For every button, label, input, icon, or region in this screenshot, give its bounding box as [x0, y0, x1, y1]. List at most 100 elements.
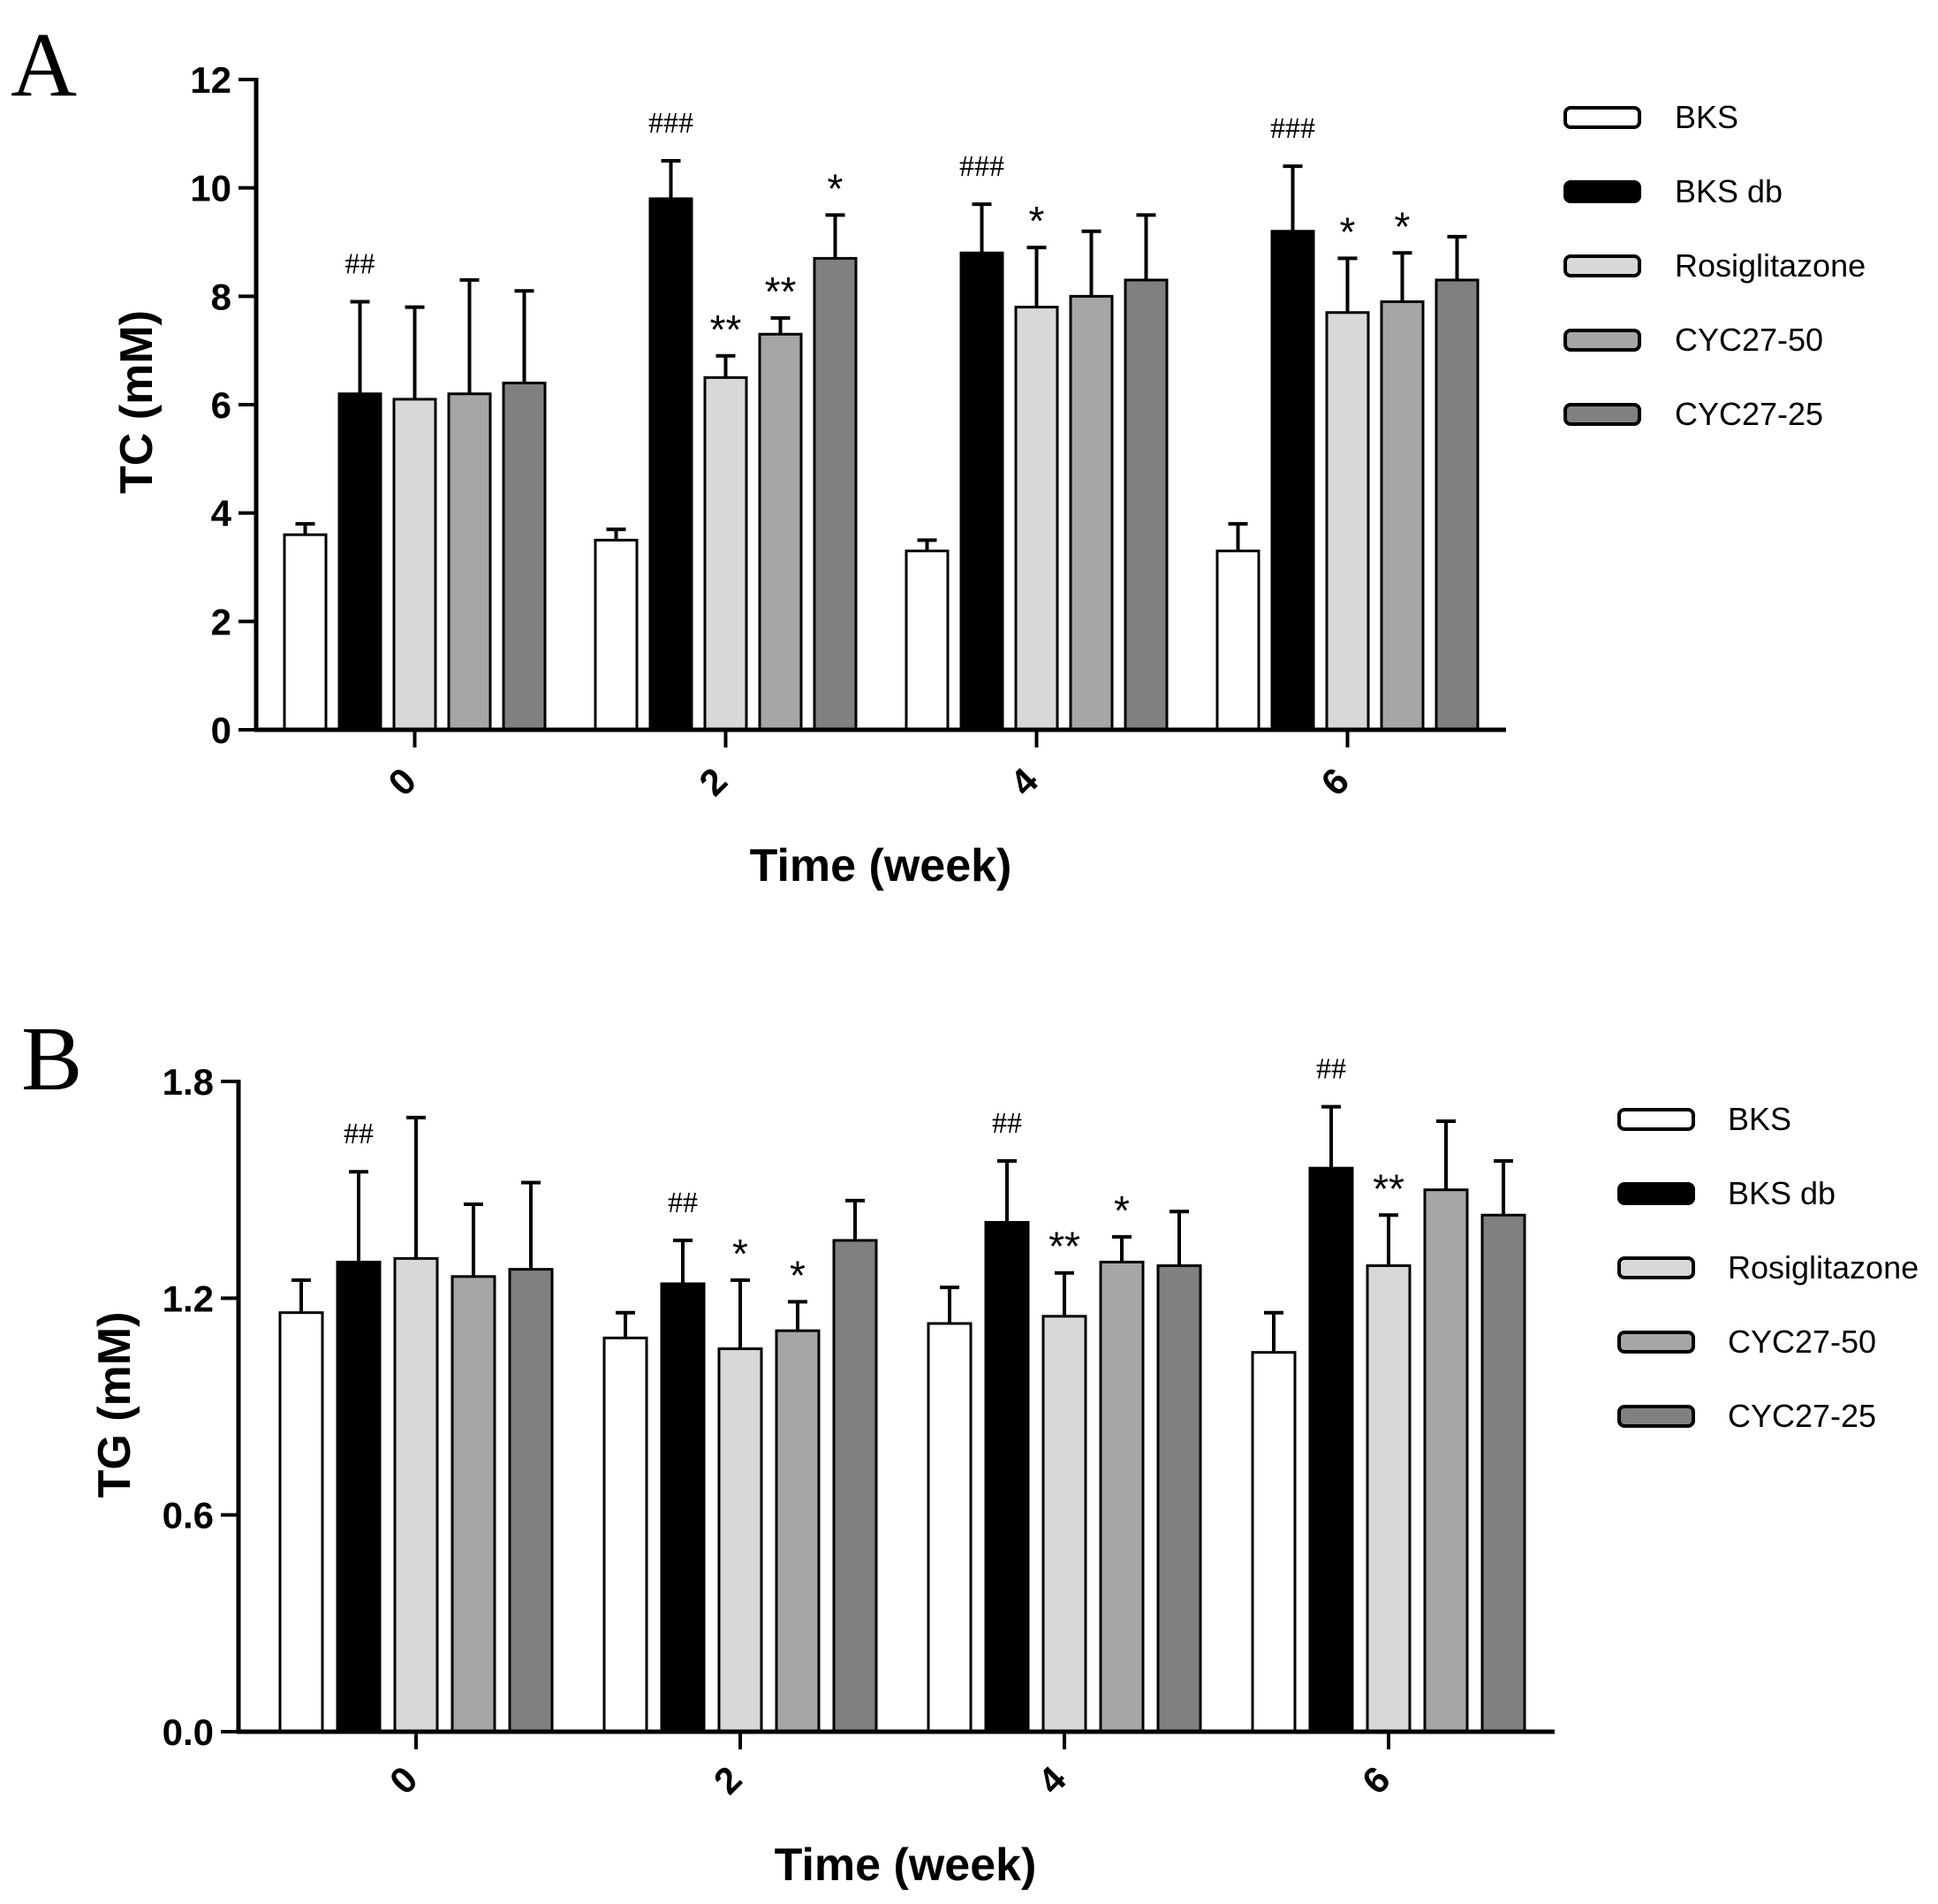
significance-label: *	[732, 1231, 748, 1277]
significance-label: ###	[1270, 112, 1315, 145]
y-tick-label: 8	[211, 276, 231, 317]
significance-label: **	[1048, 1224, 1080, 1270]
bar	[832, 1239, 878, 1733]
legend-swatch	[1563, 403, 1641, 426]
bar	[336, 1260, 382, 1733]
plot-area: ####* *##***##**0.00.61.21.80 2 4 6	[163, 1053, 1555, 1802]
legend-swatch	[1617, 1331, 1695, 1354]
bar	[502, 381, 547, 732]
bar	[1069, 294, 1114, 732]
legend-label: BKS db	[1675, 173, 1783, 209]
significance-label: *	[828, 165, 844, 211]
y-axis-title: TC (mM)	[111, 310, 163, 494]
bar	[1480, 1213, 1526, 1733]
bar	[984, 1220, 1030, 1733]
x-axis-title: Time (week)	[750, 840, 1012, 891]
significance-label: **	[1373, 1165, 1404, 1211]
bar	[1380, 300, 1425, 732]
bar	[1156, 1264, 1202, 1733]
significance-label: *	[1340, 209, 1356, 254]
panel-label: A	[11, 14, 77, 116]
panel-label: B	[21, 1008, 82, 1110]
significance-label: ##	[668, 1187, 698, 1219]
legend-swatch	[1563, 106, 1641, 129]
bar	[508, 1268, 554, 1733]
significance-label: ###	[959, 150, 1004, 183]
significance-label: ##	[992, 1107, 1022, 1140]
legend-item: CYC27-25	[1563, 396, 1823, 432]
y-tick-label: 6	[211, 384, 231, 426]
legend-swatch	[1563, 254, 1641, 277]
bar	[758, 332, 803, 732]
legend-swatch	[1617, 1108, 1695, 1131]
bar	[1251, 1351, 1297, 1733]
significance-label: **	[710, 307, 742, 353]
significance-label: *	[790, 1252, 806, 1298]
bar	[1215, 550, 1260, 732]
legend-item: CYC27-50	[1617, 1324, 1876, 1360]
y-tick-label: 0.6	[163, 1495, 214, 1536]
legend-label: BKS db	[1728, 1175, 1836, 1211]
legend: BKS BKS db Rosiglitazone CYC27-50 CYC27-25	[1617, 1101, 1919, 1434]
legend-item: Rosiglitazone	[1617, 1249, 1919, 1286]
legend-item: BKS	[1617, 1101, 1791, 1137]
y-tick-label: 0	[211, 709, 231, 751]
bar	[392, 398, 437, 732]
bar	[1014, 306, 1059, 732]
legend-label: BKS	[1675, 99, 1738, 135]
legend-item: CYC27-50	[1563, 322, 1823, 358]
significance-label: *	[1029, 198, 1045, 244]
legend-item: Rosiglitazone	[1563, 247, 1866, 284]
bar	[450, 1275, 496, 1733]
bar	[594, 538, 639, 732]
significance-label: ##	[1316, 1053, 1346, 1086]
legend-label: CYC27-50	[1728, 1324, 1876, 1360]
bar	[660, 1282, 706, 1733]
legend-item: BKS db	[1563, 173, 1783, 209]
panel-b: B ####* *##***##**0.00.61.21.80 2 4 6 TG (mM…	[21, 1008, 1919, 1891]
significance-label: ###	[648, 107, 693, 140]
legend-swatch	[1563, 180, 1641, 203]
y-tick-label: 1.8	[163, 1061, 214, 1103]
x-axis-title: Time (week)	[775, 1840, 1037, 1891]
legend-swatch	[1617, 1256, 1695, 1279]
bar	[717, 1347, 763, 1733]
y-tick-label: 4	[211, 493, 232, 535]
bar	[602, 1336, 648, 1733]
legend-label: BKS	[1728, 1101, 1791, 1137]
y-tick-label: 1.2	[163, 1278, 214, 1319]
significance-label: ##	[345, 247, 375, 280]
legend-label: CYC27-25	[1728, 1398, 1876, 1434]
y-tick-label: 0.0	[163, 1711, 214, 1753]
bar	[393, 1256, 439, 1733]
bar	[283, 533, 328, 732]
legend-label: CYC27-50	[1675, 322, 1823, 358]
legend-swatch	[1617, 1405, 1695, 1428]
bar	[1041, 1315, 1087, 1733]
bar	[278, 1311, 324, 1733]
legend-item: CYC27-25	[1617, 1398, 1876, 1434]
bar	[813, 256, 858, 732]
significance-label: *	[1395, 203, 1411, 249]
bar	[1325, 311, 1370, 732]
bar	[1423, 1188, 1469, 1733]
y-tick-label: 10	[190, 168, 231, 209]
legend: BKS BKS db Rosiglitazone CYC27-50 CYC27-25	[1563, 99, 1866, 432]
bar	[905, 550, 950, 732]
y-tick-label: 2	[211, 601, 231, 642]
bar	[1270, 230, 1315, 732]
legend-item: BKS db	[1617, 1175, 1836, 1211]
bar	[1308, 1166, 1354, 1733]
bar	[1435, 278, 1480, 732]
bar	[927, 1322, 973, 1733]
bar	[648, 197, 693, 732]
bar	[775, 1329, 821, 1733]
legend-swatch	[1563, 329, 1641, 352]
legend-item: BKS	[1563, 99, 1738, 135]
bar	[447, 392, 492, 732]
y-tick-label: 12	[190, 59, 231, 101]
bar	[1366, 1264, 1412, 1733]
